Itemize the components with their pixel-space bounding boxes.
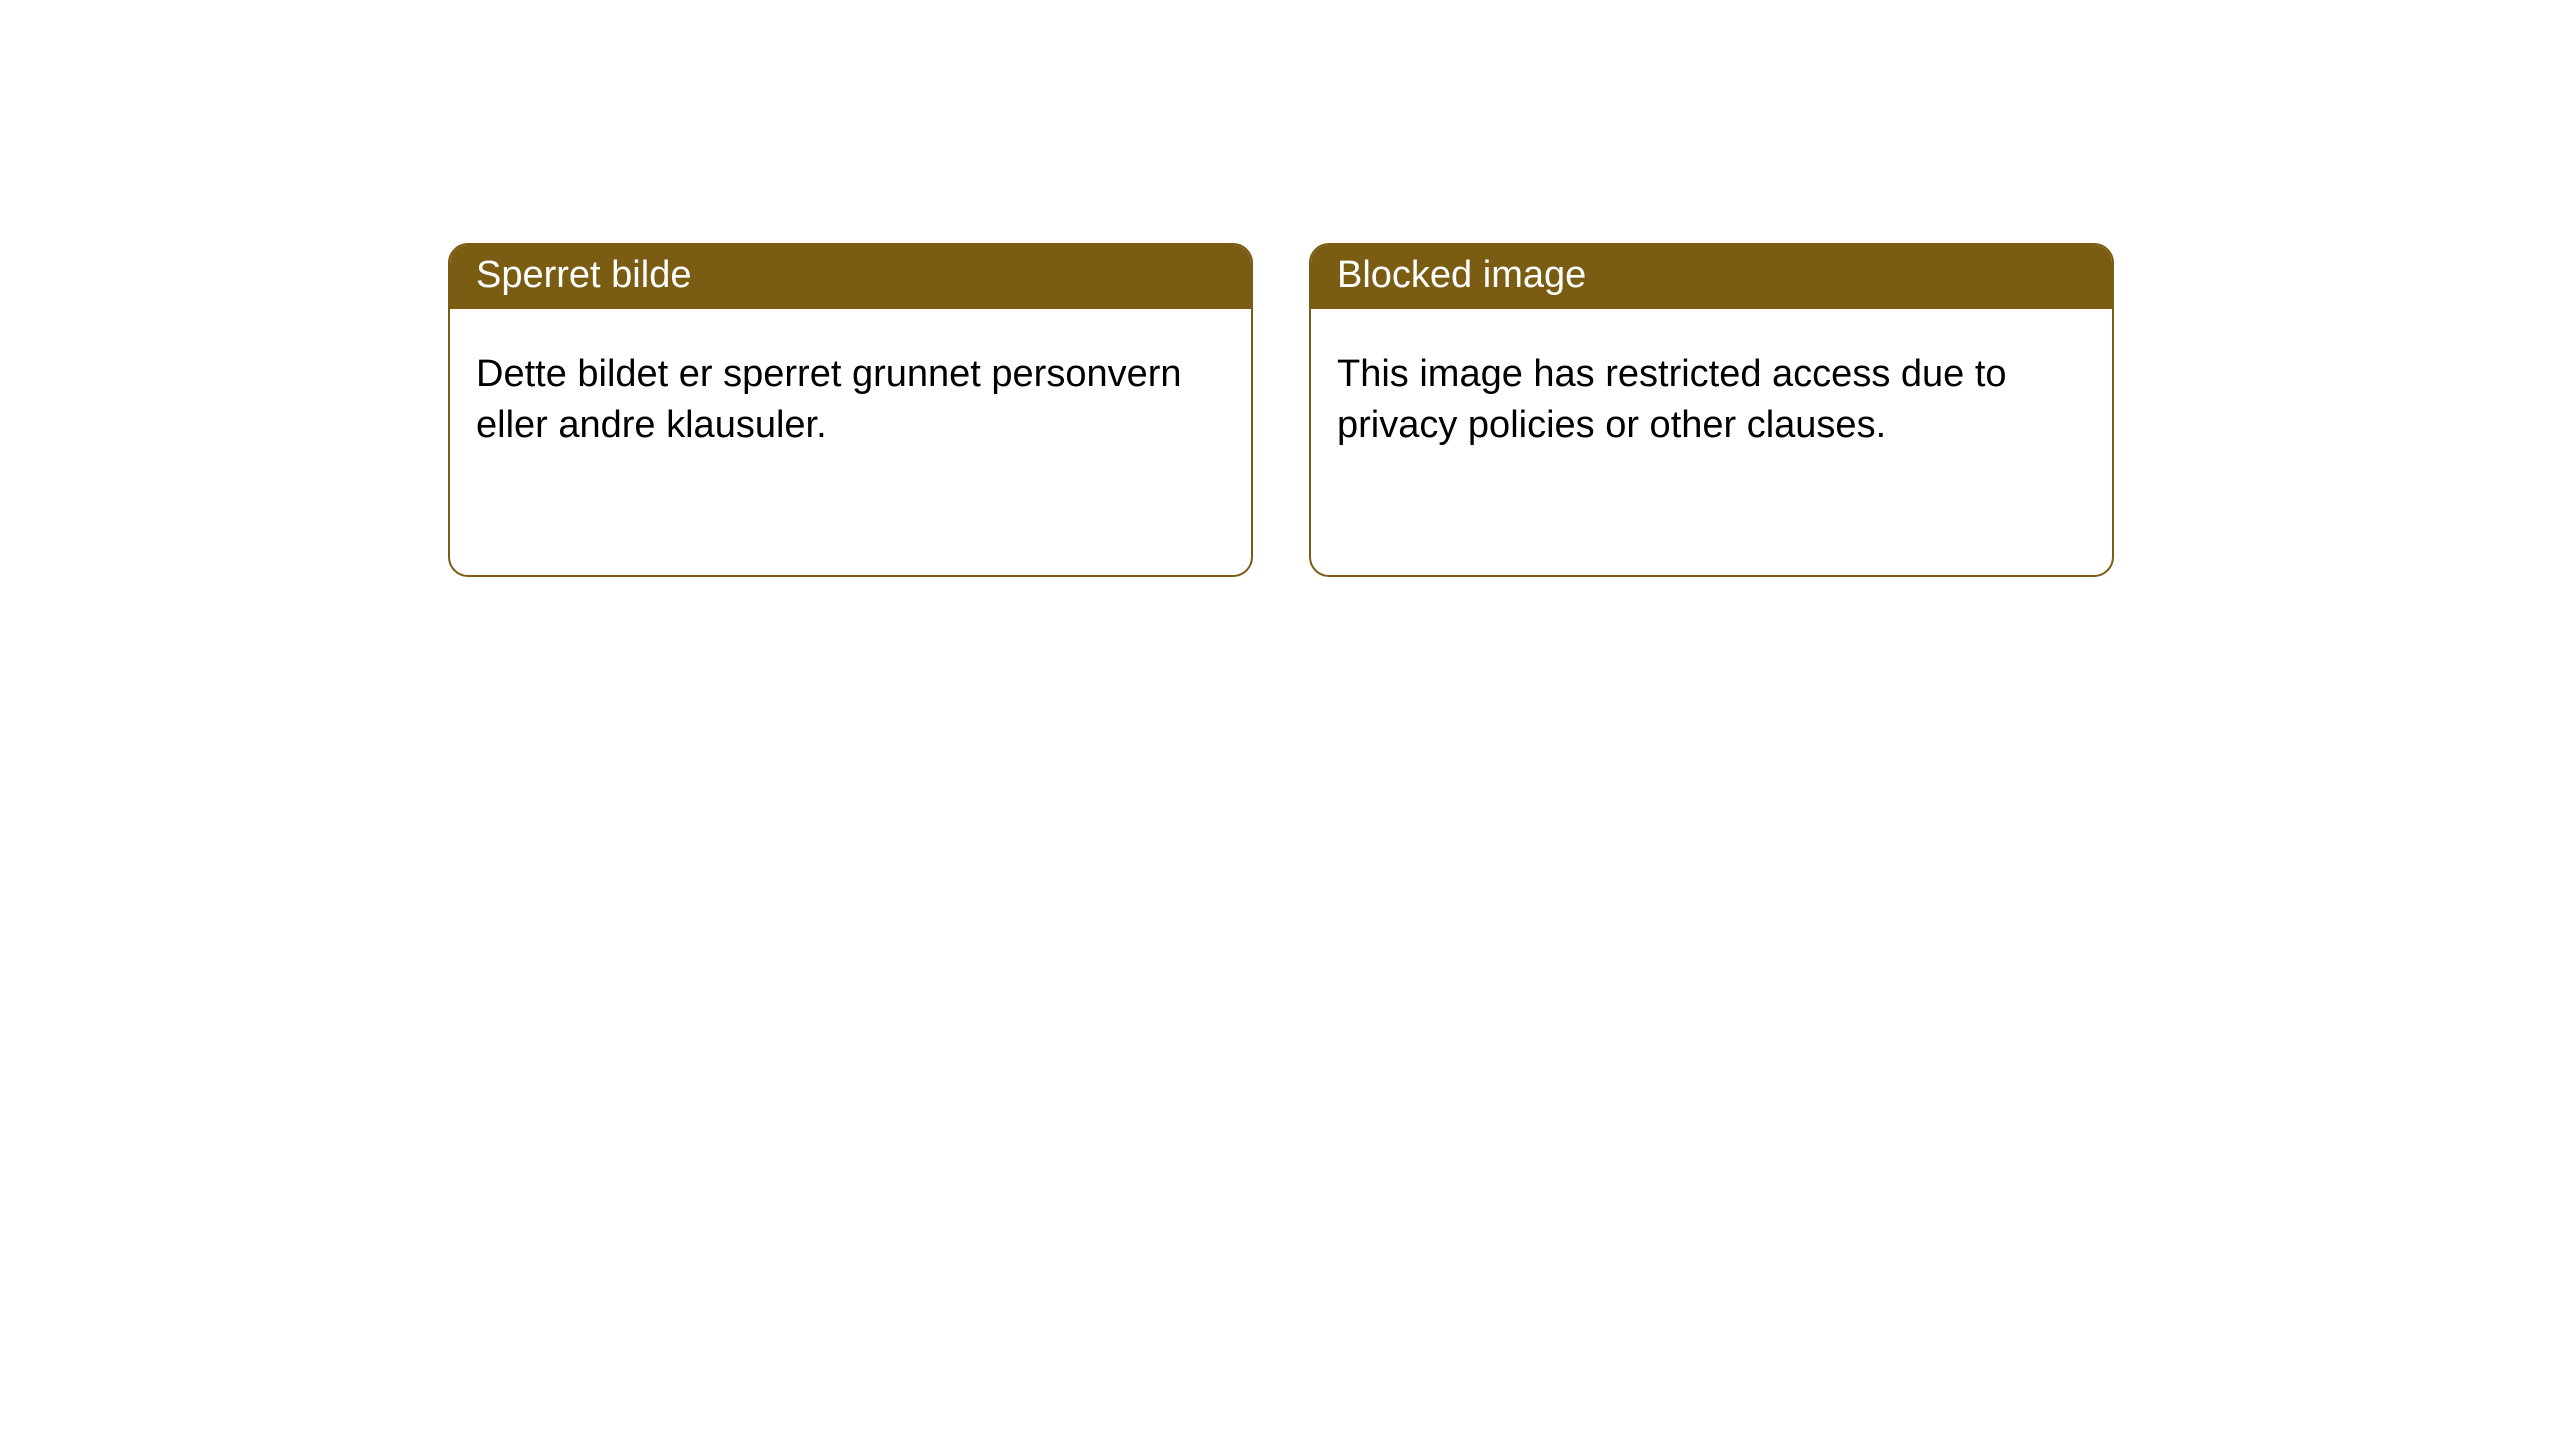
notice-card-body: Dette bildet er sperret grunnet personve…: [450, 309, 1251, 478]
notice-card-body: This image has restricted access due to …: [1311, 309, 2112, 478]
notice-card-english: Blocked image This image has restricted …: [1309, 243, 2114, 577]
notice-cards-container: Sperret bilde Dette bildet er sperret gr…: [0, 0, 2560, 577]
notice-card-header: Sperret bilde: [450, 245, 1251, 309]
notice-card-norwegian: Sperret bilde Dette bildet er sperret gr…: [448, 243, 1253, 577]
notice-card-header: Blocked image: [1311, 245, 2112, 309]
